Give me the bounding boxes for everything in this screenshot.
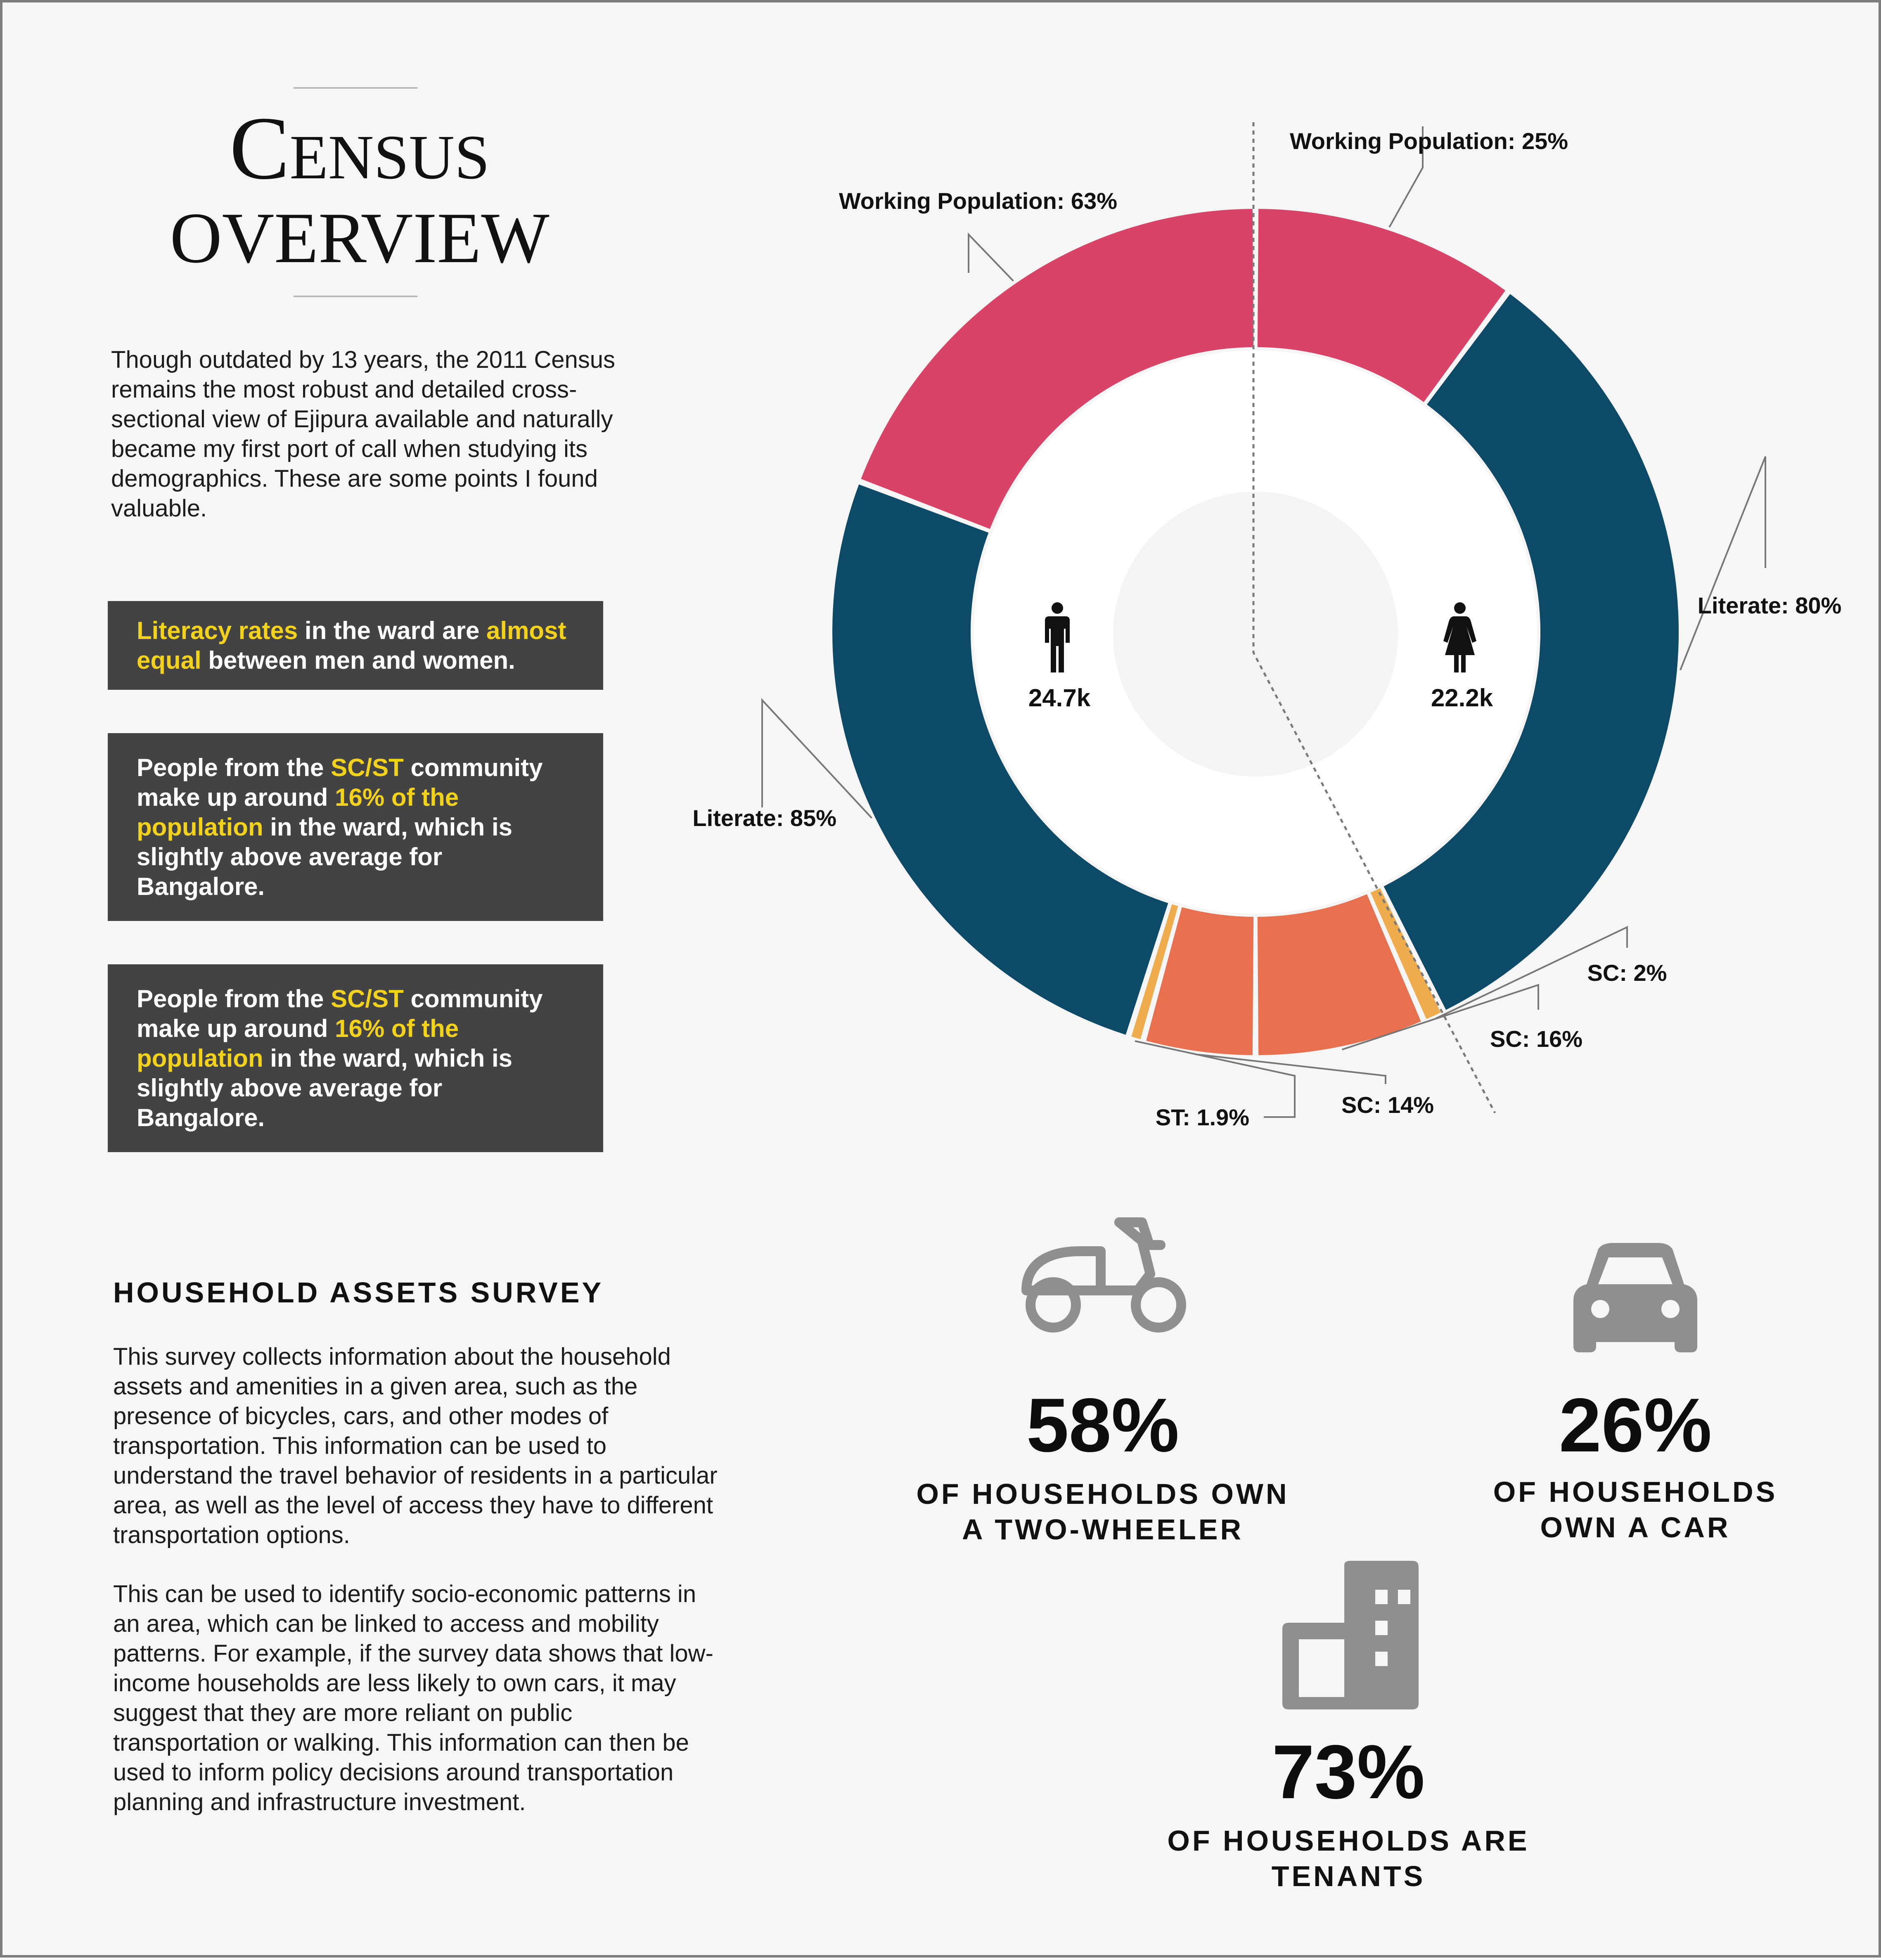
callout-text-run: People from the [137,985,331,1013]
callout-text: People from the SC/ST community make up … [137,753,574,902]
callout-text-run: People from the [137,753,331,781]
callout-scst-1: People from the SC/ST community make up … [108,733,603,921]
donut-segment [1257,209,1506,402]
leader-line [1341,984,1539,1051]
highlight-text: 16% of the population [137,1014,459,1072]
page-title: Census OVERVIEW [93,99,626,278]
title-rule-top [294,87,417,89]
assets-paragraph-1: This survey collects information about t… [113,1343,718,1548]
stat-two-wheeler-caption: OF HOUSEHOLDS OWN A TWO-WHEELER [882,1476,1324,1547]
segment-label: Working Population: 63% [839,188,1117,214]
callout-text-run: in the ward are [298,616,487,644]
stat-car-caption: OF HOUSEHOLDS OWN A CAR [1414,1474,1856,1545]
leader-line [1388,126,1424,228]
leader-line [761,698,872,819]
segment-label: SC: 2% [1587,960,1667,986]
title-rule-bottom [294,296,417,297]
donut-segment [832,484,1168,1035]
donut-inner-disc [1113,492,1398,776]
women-count: 22.2k [1431,684,1493,712]
leader-line [968,232,1014,282]
callout-scst-2: People from the SC/ST community make up … [108,964,603,1152]
leader-line [1680,456,1766,670]
car-icon [1573,1243,1697,1352]
highlight-text: Literacy rates [137,616,298,644]
caption-line: OWN A CAR [1540,1511,1731,1543]
caption-line: TENANTS [1271,1860,1426,1892]
men-count: 24.7k [1028,684,1091,712]
segment-label: Literate: 80% [1698,592,1842,618]
segment-label: ST: 1.9% [1156,1104,1249,1130]
callout-text-run: community make up around [137,753,543,811]
callout-text: Literacy rates in the ward are almost eq… [137,616,574,675]
stat-car-value: 26% [1559,1383,1712,1468]
caption-line: OF HOUSEHOLDS [1493,1476,1778,1508]
donut-segment [1370,888,1441,1019]
leader-line [1198,1053,1386,1084]
leader-line [1434,926,1628,1020]
segment-label: Working Population: 25% [1290,128,1568,154]
assets-section-title: HOUSEHOLD ASSETS SURVEY [113,1276,604,1309]
scooter-icon [1021,1217,1186,1333]
donut-segment [1257,894,1421,1055]
callout-text: People from the SC/ST community make up … [137,984,574,1133]
highlight-text: 16% of the population [137,783,459,841]
caption-line: OF HOUSEHOLDS OWN [916,1478,1289,1510]
woman-icon [1443,602,1476,672]
donut-segment [1384,294,1679,1010]
man-icon [1045,602,1070,672]
building-icon [1282,1561,1419,1709]
stat-tenants-caption: OF HOUSEHOLDS ARE TENANTS [1128,1823,1569,1894]
caption-line: A TWO-WHEELER [962,1513,1244,1546]
donut-segment [861,209,1254,529]
highlight-text: almost equal [137,616,566,674]
stat-tenants-value: 73% [1272,1730,1425,1815]
leader-line [1135,1040,1296,1118]
callout-text-run: in the ward, which is slightly above ave… [137,813,513,900]
donut-segment [1146,907,1254,1055]
highlight-text: SC/ST [331,753,404,781]
intro-paragraph: Though outdated by 13 years, the 2011 Ce… [111,346,616,522]
segment-label: SC: 16% [1490,1026,1583,1052]
highlight-text: SC/ST [331,985,404,1013]
gender-divider [1252,122,1496,1114]
assets-paragraph-2: This can be used to identify socio-econo… [113,1581,713,1816]
title-line-2: OVERVIEW [170,197,550,278]
segment-label: SC: 14% [1341,1092,1434,1118]
stat-two-wheeler-value: 58% [1026,1383,1180,1468]
title-line-1: Census [229,99,490,198]
callout-text-run: between men and women. [201,646,515,674]
callout-text-run: community make up around [137,985,543,1042]
callout-text-run: in the ward, which is slightly above ave… [137,1044,513,1131]
caption-line: OF HOUSEHOLDS ARE [1167,1825,1530,1857]
segment-label: Literate: 85% [692,805,836,831]
donut-segment [1131,904,1178,1039]
callout-literacy: Literacy rates in the ward are almost eq… [108,601,603,690]
